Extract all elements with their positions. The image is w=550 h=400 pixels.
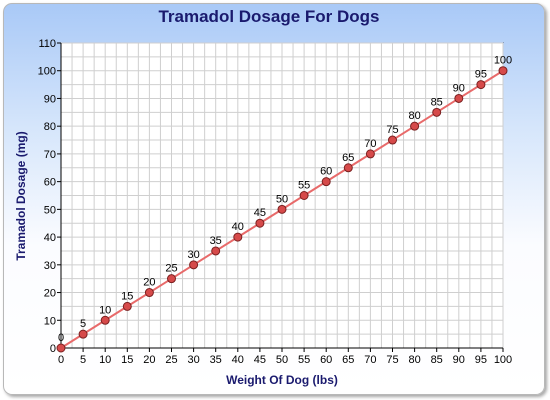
x-tick-label: 25: [165, 354, 177, 366]
x-tick-label: 0: [58, 354, 64, 366]
data-label: 70: [364, 138, 376, 150]
x-tick-label: 90: [453, 354, 465, 366]
y-tick-label: 70: [44, 149, 56, 161]
y-tick-label: 20: [44, 288, 56, 300]
data-label: 5: [80, 318, 86, 330]
x-tick-label: 100: [494, 354, 512, 366]
x-tick-label: 70: [364, 354, 376, 366]
data-label: 25: [165, 263, 177, 275]
y-tick-label: 90: [44, 93, 56, 105]
data-point: [410, 121, 420, 131]
x-tick-label: 15: [121, 354, 133, 366]
y-tick-label: 110: [38, 38, 56, 50]
data-label: 75: [386, 124, 398, 136]
data-point: [476, 80, 486, 90]
data-point: [211, 246, 221, 256]
x-tick-label: 40: [232, 354, 244, 366]
x-tick-label: 50: [276, 354, 288, 366]
data-point: [498, 66, 508, 76]
x-tick-label: 10: [99, 354, 111, 366]
data-label: 0: [58, 332, 64, 344]
data-point: [277, 204, 287, 214]
y-tick-label: 30: [44, 260, 56, 272]
x-tick-label: 75: [386, 354, 398, 366]
x-tick-label: 85: [431, 354, 443, 366]
data-point: [388, 135, 397, 145]
y-axis-title: Tramadol Dosage (mg): [14, 131, 28, 260]
data-point: [255, 218, 265, 228]
data-point: [56, 343, 66, 353]
x-tick-label: 30: [187, 354, 199, 366]
x-tick-label: 80: [408, 354, 420, 366]
y-tick-label: 10: [44, 315, 56, 327]
data-label: 80: [408, 110, 420, 122]
x-tick-label: 35: [210, 354, 222, 366]
data-label: 60: [320, 166, 332, 178]
data-label: 85: [431, 96, 443, 108]
x-tick-label: 65: [342, 354, 354, 366]
data-label: 35: [210, 235, 222, 247]
data-point: [78, 329, 88, 339]
data-point: [454, 93, 464, 103]
data-label: 95: [475, 69, 487, 81]
x-axis-ticks: 0 5 10 15 20 25 30 35 40 45 50 55 60 65 70 75 80 85 90 95 10…: [58, 348, 512, 366]
data-point: [189, 260, 199, 270]
y-tick-label: 50: [44, 204, 56, 216]
y-tick-label: 80: [44, 121, 56, 133]
data-point: [122, 301, 132, 311]
x-tick-label: 45: [254, 354, 266, 366]
data-label: 65: [342, 152, 354, 164]
data-point: [144, 288, 154, 298]
y-tick-label: 40: [44, 232, 56, 244]
data-label: 90: [453, 82, 465, 94]
y-tick-label: 60: [44, 177, 56, 189]
data-point: [365, 149, 375, 159]
data-point: [321, 177, 331, 187]
series-group: 0 5 10 15 20 25 30 35 40 45 50 55 60 65 70 75 80 85 90 95 10…: [56, 55, 512, 353]
data-label: 30: [187, 249, 199, 261]
y-tick-label: 100: [38, 66, 56, 78]
data-point: [299, 191, 309, 200]
data-point: [100, 315, 110, 325]
data-label: 45: [254, 207, 266, 219]
data-point: [343, 163, 353, 173]
data-label: 55: [298, 180, 310, 192]
data-label: 20: [143, 277, 155, 289]
data-point: [167, 274, 176, 284]
x-tick-label: 60: [320, 354, 332, 366]
chart-title: Tramadol Dosage For Dogs: [158, 7, 379, 26]
x-tick-label: 55: [298, 354, 310, 366]
y-tick-label: 0: [50, 343, 56, 355]
data-label: 10: [99, 304, 111, 316]
data-label: 100: [494, 55, 512, 67]
x-axis-title: Weight Of Dog (lbs): [226, 373, 338, 387]
data-label: 40: [232, 221, 244, 233]
data-label: 15: [121, 290, 133, 302]
x-tick-label: 95: [475, 354, 487, 366]
data-label: 50: [276, 193, 288, 205]
x-tick-label: 5: [80, 354, 86, 366]
data-point: [233, 232, 243, 242]
x-tick-label: 20: [143, 354, 155, 366]
data-point: [432, 107, 442, 117]
